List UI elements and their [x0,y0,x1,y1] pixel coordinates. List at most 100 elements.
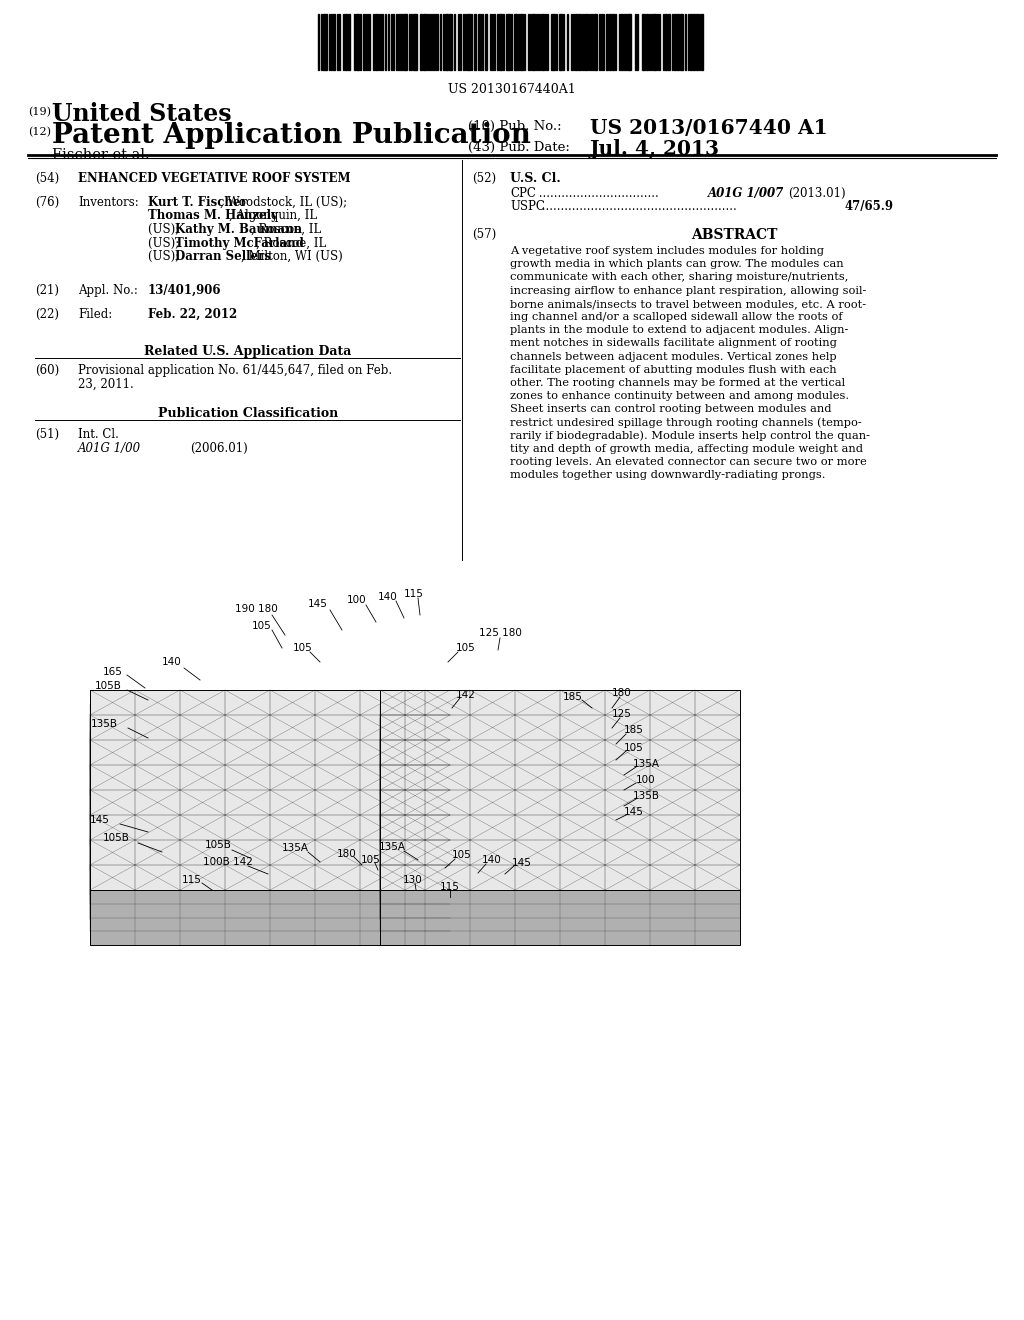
Text: 115: 115 [440,882,460,892]
Text: Provisional application No. 61/445,647, filed on Feb.: Provisional application No. 61/445,647, … [78,364,392,378]
Bar [680,15,683,70]
Bar [609,15,610,70]
Text: 100: 100 [347,595,367,605]
Text: zones to enhance continuity between and among modules.: zones to enhance continuity between and … [510,391,849,401]
Bar [333,15,335,70]
Bar [503,15,504,70]
Bar [449,15,452,70]
Text: (52): (52) [472,172,496,185]
Text: 23, 2011.: 23, 2011. [78,378,134,391]
Text: , Roscoe, IL: , Roscoe, IL [251,223,322,236]
Text: Patent Application Publication: Patent Application Publication [52,121,530,149]
Text: facilitate placement of abutting modules flush with each: facilitate placement of abutting modules… [510,364,837,375]
Text: Fischer et al.: Fischer et al. [52,148,150,162]
Bar [481,15,483,70]
Bar [473,15,476,70]
Bar [653,15,655,70]
Text: 135A: 135A [379,842,406,851]
Text: Kathy M. Baumann: Kathy M. Baumann [174,223,301,236]
Text: (22): (22) [35,308,59,321]
Text: 47/65.9: 47/65.9 [845,201,894,213]
Text: (2006.01): (2006.01) [190,442,248,455]
Text: 135B: 135B [90,719,118,729]
Text: restrict undesired spillage through rooting channels (tempo-: restrict undesired spillage through root… [510,417,862,428]
Text: other. The rooting channels may be formed at the vertical: other. The rooting channels may be forme… [510,378,845,388]
Text: 145: 145 [624,807,644,817]
Text: Related U.S. Application Data: Related U.S. Application Data [144,345,351,358]
Bar [420,15,422,70]
Text: borne animals/insects to travel between modules, etc. A root-: borne animals/insects to travel between … [510,298,866,309]
Text: ....................................................: ........................................… [538,201,736,213]
Text: (60): (60) [35,364,59,378]
Text: modules together using downwardly-radiating prongs.: modules together using downwardly-radiat… [510,470,825,480]
Text: U.S. Cl.: U.S. Cl. [510,172,561,185]
Bar [605,15,608,70]
Bar [439,15,441,70]
Bar [663,15,664,70]
Text: 140: 140 [162,657,182,667]
Bar [323,15,327,70]
Text: (US);: (US); [148,236,183,249]
Bar [566,15,568,70]
Text: , Algonquin, IL: , Algonquin, IL [229,210,317,223]
Bar [492,15,493,70]
Text: Feb. 22, 2012: Feb. 22, 2012 [148,308,238,321]
Bar [380,15,381,70]
Text: ENHANCED VEGETATIVE ROOF SYSTEM: ENHANCED VEGETATIVE ROOF SYSTEM [78,172,350,185]
Bar [542,15,544,70]
Text: Publication Classification: Publication Classification [158,407,338,420]
Bar [696,15,697,70]
Text: United States: United States [52,102,231,125]
Text: (57): (57) [472,228,497,242]
Text: A01G 1/00: A01G 1/00 [78,442,141,455]
Bar [484,15,487,70]
Text: A vegetative roof system includes modules for holding: A vegetative roof system includes module… [510,246,824,256]
Text: Filed:: Filed: [78,308,113,321]
Bar [520,15,522,70]
Bar [658,15,660,70]
Bar [362,15,364,70]
Bar [506,15,510,70]
Text: Thomas M. Hanzely: Thomas M. Hanzely [148,210,278,223]
Text: 165: 165 [103,667,123,677]
Text: 115: 115 [182,875,202,884]
Bar [618,15,620,70]
Text: plants in the module to extend to adjacent modules. Align-: plants in the module to extend to adjace… [510,325,848,335]
Text: (2013.01): (2013.01) [788,187,846,201]
Text: 105: 105 [453,850,472,861]
Text: 140: 140 [482,855,502,865]
Text: 185: 185 [563,692,583,702]
Text: 100: 100 [636,775,655,785]
Text: 105B: 105B [94,681,122,690]
Bar [460,15,461,70]
Bar [621,15,623,70]
Text: 105: 105 [361,855,381,865]
Text: 185: 185 [624,725,644,735]
Text: increasing airflow to enhance plant respiration, allowing soil-: increasing airflow to enhance plant resp… [510,285,866,296]
Text: (76): (76) [35,195,59,209]
Text: communicate with each other, sharing moisture/nutrients,: communicate with each other, sharing moi… [510,272,848,282]
Bar [359,15,361,70]
Text: Darran Sellers: Darran Sellers [174,249,270,263]
Text: 180: 180 [612,688,632,698]
Bar [588,15,589,70]
Bar [674,15,676,70]
Bar [348,15,349,70]
Text: 140: 140 [378,591,398,602]
Text: 145: 145 [308,599,328,609]
Bar [646,15,647,70]
Bar [578,15,580,70]
Text: Jul. 4, 2013: Jul. 4, 2013 [590,139,720,158]
Bar [523,15,525,70]
Bar [428,15,430,70]
Text: tity and depth of growth media, affecting module weight and: tity and depth of growth media, affectin… [510,444,863,454]
Text: 105: 105 [456,643,476,653]
Text: Timothy McFarland: Timothy McFarland [174,236,303,249]
Text: 130: 130 [403,875,423,884]
Bar [356,15,358,70]
Bar [559,15,561,70]
Bar [612,15,613,70]
Bar [627,15,631,70]
Text: Sheet inserts can control rooting between modules and: Sheet inserts can control rooting betwee… [510,404,831,414]
Bar [411,15,412,70]
